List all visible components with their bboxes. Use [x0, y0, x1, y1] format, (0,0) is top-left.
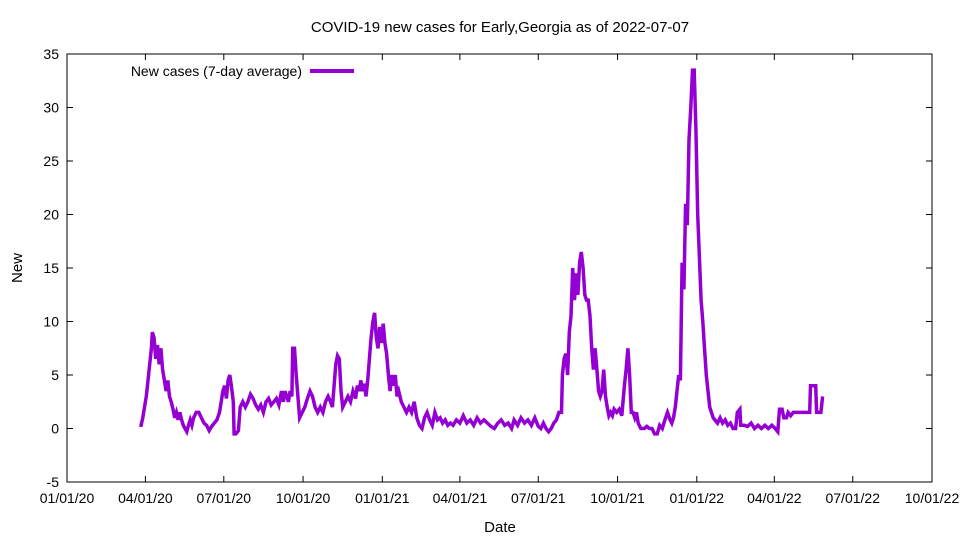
y-tick-label: -5 [47, 474, 60, 490]
x-tick-label: 01/01/20 [40, 490, 95, 506]
legend: New cases (7-day average) [131, 63, 354, 79]
y-tick-label: 10 [43, 314, 59, 330]
chart-title: COVID-19 new cases for Early,Georgia as … [311, 19, 689, 36]
x-tick-label: 04/01/22 [747, 490, 802, 506]
series-line [139, 68, 825, 437]
x-tick-label: 04/01/21 [433, 490, 488, 506]
y-tick-label: 15 [43, 260, 59, 276]
x-tick-label: 10/01/22 [905, 490, 960, 506]
legend-label: New cases (7-day average) [131, 63, 302, 79]
series-layer [139, 68, 825, 437]
x-axis: 01/01/20 04/01/20 07/01/20 10/01/20 01/01/21… [40, 54, 960, 506]
y-tick-label: 35 [43, 46, 59, 62]
y-tick-label: 30 [43, 100, 59, 116]
y-tick-label: 20 [43, 207, 59, 223]
y-tick-label: 0 [51, 421, 59, 437]
y-tick-label: 5 [51, 367, 59, 383]
x-tick-label: 10/01/21 [590, 490, 645, 506]
x-tick-label: 01/01/22 [670, 490, 725, 506]
plot-frame [66, 53, 933, 483]
y-axis: -5 0 5 10 15 20 25 30 35 [43, 46, 932, 490]
x-tick-label: 07/01/21 [511, 490, 566, 506]
y-axis-label: New [9, 253, 26, 283]
y-tick-label: 25 [43, 153, 59, 169]
x-tick-label: 07/01/20 [197, 490, 252, 506]
x-tick-label: 10/01/20 [276, 490, 331, 506]
x-axis-label: Date [484, 519, 516, 536]
x-tick-label: 01/01/21 [355, 490, 410, 506]
x-tick-label: 07/01/22 [825, 490, 880, 506]
x-tick-label: 04/01/20 [118, 490, 173, 506]
